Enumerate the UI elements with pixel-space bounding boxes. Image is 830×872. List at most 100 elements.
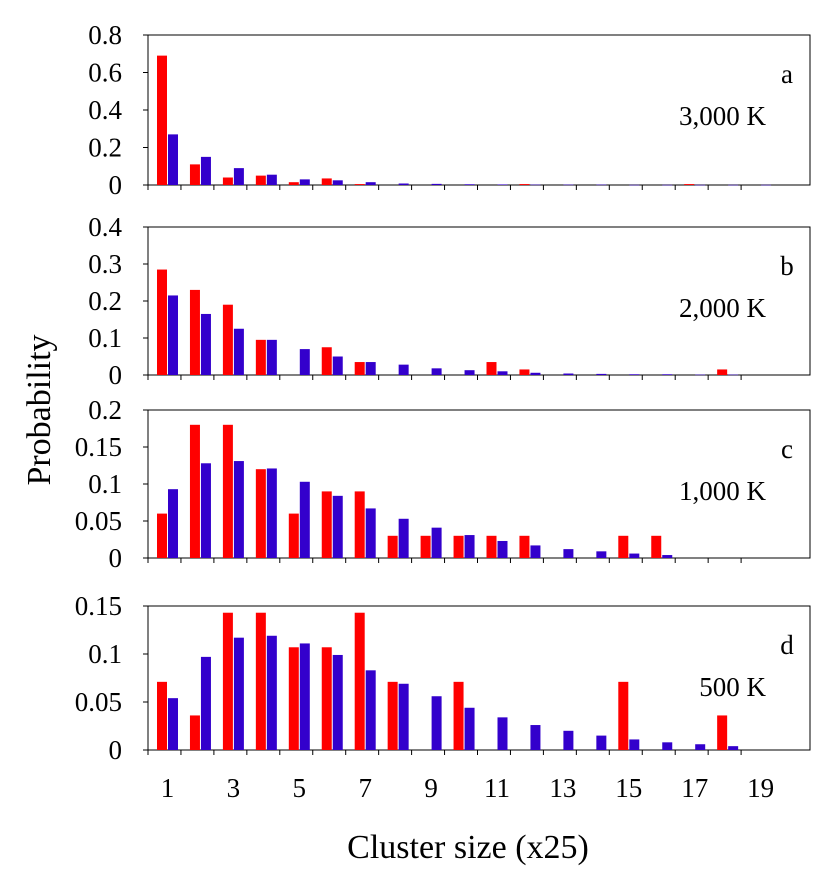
panel-b: 0 0.1 0.2 0.3 0.4 b 2,000 K — [88, 212, 811, 390]
bar-blue-14 — [596, 184, 607, 186]
bar-red-12 — [519, 184, 530, 185]
y-tick-label: 0.2 — [88, 395, 122, 425]
bar-blue-1 — [168, 698, 178, 750]
bar-blue-15 — [629, 553, 640, 558]
bar-blue-2 — [200, 656, 211, 750]
bar-red-4 — [255, 612, 266, 750]
y-tick-label: 0.05 — [75, 687, 122, 717]
bar-blue-11 — [497, 540, 508, 558]
y-tick-label: 0.1 — [88, 639, 122, 669]
y-tick-label: 0.05 — [75, 506, 122, 536]
bar-red-15 — [618, 681, 629, 750]
bar-blue-1 — [168, 134, 178, 185]
panel-temperature-label: 2,000 K — [679, 293, 767, 323]
bar-blue-17 — [695, 184, 706, 186]
bar-blue-16 — [662, 742, 673, 750]
y-tick-label: 0.1 — [88, 469, 122, 499]
bar-red-6 — [321, 647, 332, 750]
bar-blue-6 — [332, 495, 343, 558]
bar-blue-3 — [233, 461, 244, 558]
bar-red-11 — [486, 535, 497, 558]
panel-c: 0 0.05 0.1 0.15 0.2 c 1,000 K — [75, 395, 811, 573]
bar-blue-5 — [299, 349, 310, 375]
x-tick-label: 17 — [681, 773, 708, 803]
bar-blue-2 — [200, 313, 211, 375]
bar-blue-18 — [728, 184, 739, 186]
bar-blue-12 — [530, 725, 541, 750]
bar-red-10 — [453, 535, 464, 558]
bar-blue-9 — [431, 696, 442, 750]
x-axis-label: Cluster size (x25) — [347, 829, 589, 866]
bar-blue-6 — [332, 356, 343, 375]
bar-red-3 — [222, 304, 233, 375]
bar-red-6 — [321, 491, 332, 558]
y-tick-label: 0 — [109, 735, 123, 765]
bar-red-4 — [255, 339, 266, 375]
bar-blue-9 — [431, 368, 442, 375]
bar-red-4 — [255, 469, 266, 558]
x-tick-label: 15 — [615, 773, 642, 803]
panel-temperature-label: 3,000 K — [679, 101, 767, 131]
panel-letter: c — [781, 434, 793, 464]
bar-blue-13 — [563, 184, 574, 186]
bar-red-2 — [189, 164, 200, 185]
x-tick-label: 7 — [358, 773, 372, 803]
y-tick-label: 0.2 — [88, 133, 122, 163]
bar-red-16 — [651, 535, 662, 558]
bar-blue-2 — [200, 463, 211, 558]
bar-red-8 — [387, 681, 398, 750]
bar-blue-15 — [629, 184, 640, 186]
bar-blue-3 — [233, 168, 244, 185]
panels-group: 0 0.2 0.4 0.6 0.8 a 3,000 K 0 0.1 0.2 0.3 0.4 b 2,000… — [75, 20, 811, 803]
bar-blue-5 — [299, 179, 310, 185]
bar-red-10 — [453, 681, 464, 750]
bar-red-3 — [222, 424, 233, 558]
bar-blue-12 — [530, 184, 541, 186]
bar-blue-9 — [431, 183, 442, 185]
bar-blue-6 — [332, 654, 343, 750]
panel-letter: b — [780, 251, 794, 281]
bar-blue-14 — [596, 735, 607, 750]
y-tick-label: 0 — [109, 170, 123, 200]
y-tick-label: 0.8 — [88, 20, 122, 50]
bar-red-6 — [321, 347, 332, 375]
x-tick-label: 9 — [424, 773, 438, 803]
x-tick-label: 3 — [227, 773, 241, 803]
bar-blue-7 — [365, 508, 376, 558]
bar-red-3 — [222, 177, 233, 185]
plot-frame — [147, 605, 811, 751]
bar-blue-15 — [629, 739, 640, 750]
y-tick-label: 0.1 — [88, 323, 122, 353]
bar-blue-17 — [695, 374, 706, 376]
bar-blue-12 — [530, 372, 541, 375]
bar-blue-12 — [530, 545, 541, 558]
x-tick-label: 13 — [549, 773, 576, 803]
bar-red-15 — [618, 535, 629, 558]
bar-red-2 — [189, 715, 200, 750]
bar-red-7 — [354, 362, 365, 375]
bar-blue-11 — [497, 184, 508, 185]
bar-blue-19 — [761, 184, 772, 186]
bar-blue-10 — [464, 707, 475, 750]
bar-red-11 — [486, 362, 497, 375]
y-axis-label: Probability — [21, 334, 58, 485]
bar-blue-17 — [695, 744, 706, 750]
y-tick-label: 0.6 — [88, 58, 122, 88]
bar-blue-5 — [299, 643, 310, 750]
bar-red-1 — [157, 681, 167, 750]
bar-red-8 — [387, 535, 398, 558]
bar-red-6 — [321, 178, 332, 185]
bar-blue-4 — [266, 635, 277, 750]
bar-red-5 — [288, 182, 299, 185]
bar-red-9 — [420, 535, 431, 558]
bar-blue-13 — [563, 373, 574, 375]
bar-blue-1 — [168, 489, 178, 558]
panel-a: 0 0.2 0.4 0.6 0.8 a 3,000 K — [88, 20, 811, 200]
bar-blue-16 — [662, 184, 673, 186]
bar-blue-15 — [629, 374, 640, 375]
panel-letter: d — [780, 630, 794, 660]
bar-blue-8 — [398, 518, 409, 558]
bar-blue-14 — [596, 551, 607, 558]
bar-blue-4 — [266, 174, 277, 185]
panel-temperature-label: 500 K — [699, 672, 766, 702]
